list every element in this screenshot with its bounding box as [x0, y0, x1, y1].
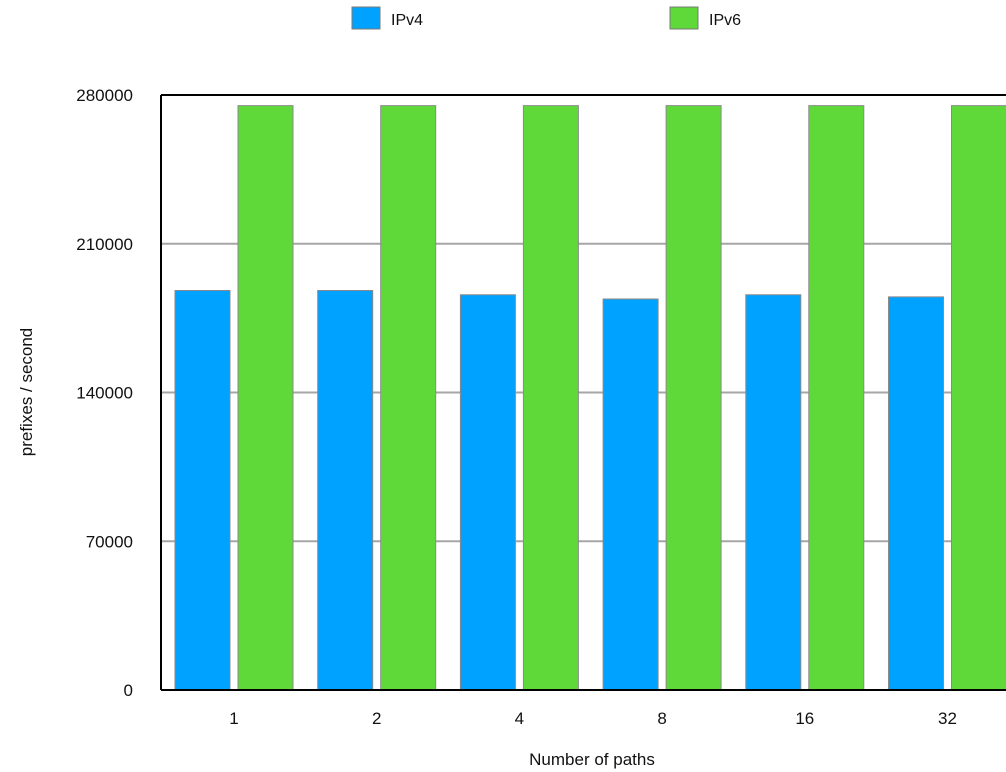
- bar-ipv4-16: [745, 294, 802, 691]
- bar-ipv4-1: [174, 290, 231, 691]
- gridlines: [161, 242, 1006, 543]
- x-tick-label: 32: [938, 709, 957, 728]
- legend: IPv4 IPv6: [351, 6, 741, 30]
- legend-label-ipv4: IPv4: [391, 12, 423, 29]
- x-tick-label: 2: [372, 709, 381, 728]
- x-axis-title: Number of paths: [529, 750, 655, 769]
- bar-ipv6-16: [808, 105, 865, 691]
- bar-ipv6-1: [237, 105, 294, 691]
- y-tick-labels: 0 70000 140000 210000 280000: [76, 86, 133, 700]
- legend-label-ipv6: IPv6: [709, 12, 741, 29]
- y-tick-label: 0: [124, 681, 133, 700]
- bars: [174, 105, 1006, 691]
- bar-ipv6-2: [380, 105, 437, 691]
- x-tick-label: 8: [657, 709, 666, 728]
- y-tick-label: 280000: [76, 86, 133, 105]
- x-tick-label: 4: [515, 709, 524, 728]
- bar-ipv4-8: [602, 298, 659, 691]
- legend-swatch-ipv6: [669, 6, 699, 30]
- y-tick-label: 210000: [76, 235, 133, 254]
- bar-ipv6-4: [522, 105, 579, 691]
- legend-swatch-ipv4: [351, 6, 381, 30]
- x-tick-label: 16: [795, 709, 814, 728]
- y-tick-label: 140000: [76, 384, 133, 403]
- x-tick-label: 1: [229, 709, 238, 728]
- bar-ipv4-32: [888, 296, 944, 691]
- y-tick-label: 70000: [86, 532, 133, 551]
- bar-ipv4-4: [459, 294, 516, 691]
- bar-ipv6-32: [951, 105, 1006, 691]
- x-tick-labels: 1 2 4 8 16 32: [229, 709, 957, 728]
- axes: [160, 94, 1006, 691]
- y-axis-title: prefixes / second: [17, 328, 36, 457]
- bar-ipv4-2: [317, 290, 374, 691]
- bar-ipv6-8: [665, 105, 722, 691]
